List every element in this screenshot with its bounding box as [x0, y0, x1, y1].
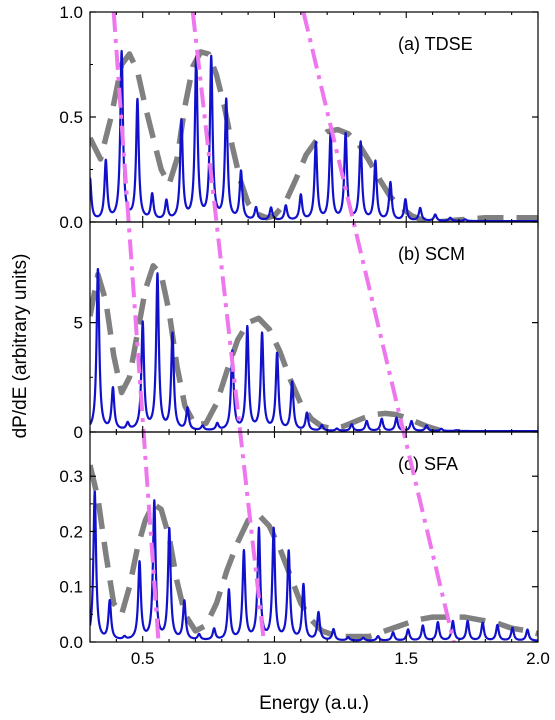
panel-frames: 0.5 1.0 1.5 2.0 — [89, 11, 550, 668]
panel-frame — [89, 431, 539, 643]
y-tick-label: 0.5 — [59, 108, 83, 127]
guide-line — [190, 12, 266, 642]
x-tick-label: 1.0 — [263, 649, 287, 668]
spectrum-line — [90, 49, 538, 222]
y-tick-label: 0.3 — [59, 467, 83, 486]
y-tick-label: 0.2 — [59, 522, 83, 541]
y-tick-label: 5 — [74, 314, 83, 333]
panel-label: (b) SCM — [398, 244, 465, 264]
x-axis-label: Energy (a.u.) — [259, 693, 369, 714]
plot-area — [90, 263, 538, 432]
envelope-line — [90, 263, 449, 432]
y-tick-label: 1.0 — [59, 3, 83, 22]
y-tick-label: 0.0 — [59, 213, 83, 232]
x-tick-label: 0.5 — [131, 649, 155, 668]
guide-line — [301, 12, 456, 642]
envelope-line — [90, 464, 538, 640]
x-tick-label: 2.0 — [526, 649, 550, 668]
guide-group — [111, 12, 456, 642]
plot-area — [90, 464, 538, 642]
envelope-line — [90, 49, 538, 222]
x-tick-label: 1.5 — [394, 649, 418, 668]
y-tick-label: 0 — [74, 423, 83, 442]
spectrum-line — [90, 490, 538, 642]
y-tick-label: 0.0 — [59, 633, 83, 652]
panel-2: 0 5 (b) SCM — [74, 244, 538, 442]
panels: 0.0 0.5 1.0 (a) TDSE 0 5 (b) SCM 0.0 0.1 0.2 0.3 (c… — [59, 3, 538, 652]
plot-area — [90, 49, 538, 222]
panel-label: (a) TDSE — [398, 34, 473, 54]
spectrum-line — [90, 268, 538, 432]
panel-label: (c) SFA — [398, 454, 458, 474]
y-tick-label: 0.1 — [59, 578, 83, 597]
y-axis-label: dP/dE (arbitrary units) — [10, 254, 31, 439]
panel-3: 0.0 0.1 0.2 0.3 (c) SFA — [59, 454, 538, 652]
panel-1: 0.0 0.5 1.0 (a) TDSE — [59, 3, 538, 232]
guide-lines — [111, 12, 456, 642]
guide-line — [111, 12, 161, 642]
